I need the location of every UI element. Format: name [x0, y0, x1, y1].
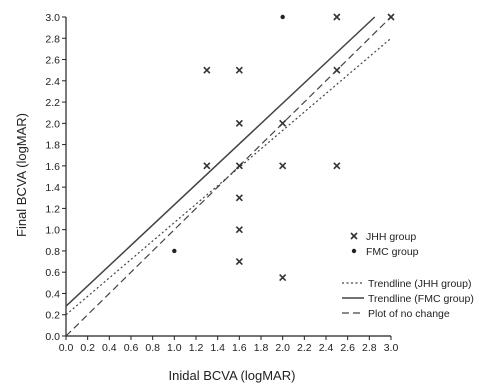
jhh-point: [235, 66, 243, 74]
x-tick-label: 1.8: [254, 342, 269, 354]
x-tick-label: 0.6: [124, 342, 139, 354]
y-tick-label: 2.8: [45, 33, 60, 45]
fmc-point: [280, 14, 285, 20]
y-tick-label: 3.0: [45, 12, 60, 24]
x-tick-label: 2.8: [362, 342, 377, 354]
x-tick-label: 3.0: [384, 342, 399, 354]
jhh-point: [203, 162, 211, 170]
y-tick-label: 1.0: [45, 225, 60, 237]
y-tick-label: 1.2: [45, 203, 60, 215]
y-tick-label: 0.8: [45, 246, 60, 258]
x-tick-label: 2.2: [297, 342, 312, 354]
jhh-point: [279, 273, 287, 282]
jhh-point: [333, 162, 341, 170]
fmc-point: [172, 248, 177, 254]
x-tick-label: 1.2: [189, 342, 204, 354]
y-axis-title: Final BCVA (logMAR): [14, 113, 29, 237]
jhh-point: [387, 13, 395, 21]
y-tick-label: 0.6: [45, 267, 60, 279]
plot-area: [65, 17, 391, 337]
y-tick-label: 2.0: [45, 118, 60, 130]
x-tick-label: 2.6: [340, 342, 355, 354]
legend-marker-jhh: [350, 232, 358, 240]
x-tick-label: 0.8: [145, 342, 160, 354]
x-tick-label: 1.0: [167, 342, 182, 354]
x-tick-label: 0.0: [59, 342, 74, 354]
x-tick-label: 2.0: [275, 342, 290, 354]
y-tick-label: 2.4: [45, 76, 60, 88]
y-tick-label: 2.6: [45, 55, 60, 67]
jhh-point: [235, 226, 243, 234]
y-tick-label: 0.0: [45, 331, 60, 343]
jhh-point: [203, 66, 211, 74]
y-tick-label: 0.2: [45, 310, 60, 322]
trendlines: [65, 16, 392, 337]
trendline-dashed: [65, 21, 387, 337]
y-axis-ticks: 0.0 0.2 0.4 0.6 0.8 1.0 1.2 1.4 1.6 1.8 2.0 2.2 2.4 2…: [45, 12, 66, 343]
jhh-point: [333, 66, 341, 74]
jhh-point: [235, 162, 243, 170]
y-tick-label: 2.2: [45, 97, 60, 109]
jhh-point: [279, 162, 287, 170]
x-axis-ticks: 0.0 0.2 0.4 0.6 0.8 1.0 1.2 1.4 1.6 1.8 2.0 2.2 2.4 2…: [59, 336, 399, 354]
x-tick-label: 0.2: [80, 342, 95, 354]
legend-marker-fmc: [351, 248, 357, 254]
x-tick-label: 0.4: [102, 342, 117, 354]
legend-label-fmc: FMC group: [366, 246, 419, 258]
trendline-dotted: [65, 37, 392, 316]
jhh-point: [235, 258, 243, 266]
y-tick-label: 1.8: [45, 140, 60, 152]
data-markers: [172, 13, 395, 282]
x-tick-label: 1.6: [232, 342, 247, 354]
legend: JHH group FMC group Trendline (JHH group) T…: [342, 231, 474, 320]
jhh-point: [333, 13, 341, 21]
x-tick-label: 1.4: [210, 342, 225, 354]
legend-label-jhh: JHH group: [366, 231, 416, 243]
y-tick-label: 1.4: [45, 182, 60, 194]
x-axis-title: Inidal BCVA (logMAR): [169, 368, 296, 383]
y-tick-label: 1.6: [45, 161, 60, 173]
y-tick-label: 0.4: [45, 288, 60, 300]
jhh-point: [279, 119, 287, 127]
trendline-solid: [65, 16, 376, 307]
jhh-point: [235, 119, 243, 127]
legend-label-dashed: Plot of no change: [368, 308, 450, 320]
x-tick-label: 2.4: [319, 342, 334, 354]
legend-label-dotted: Trendline (JHH group): [368, 278, 471, 290]
jhh-point: [235, 194, 243, 202]
legend-label-solid: Trendline (FMC group): [368, 293, 474, 305]
